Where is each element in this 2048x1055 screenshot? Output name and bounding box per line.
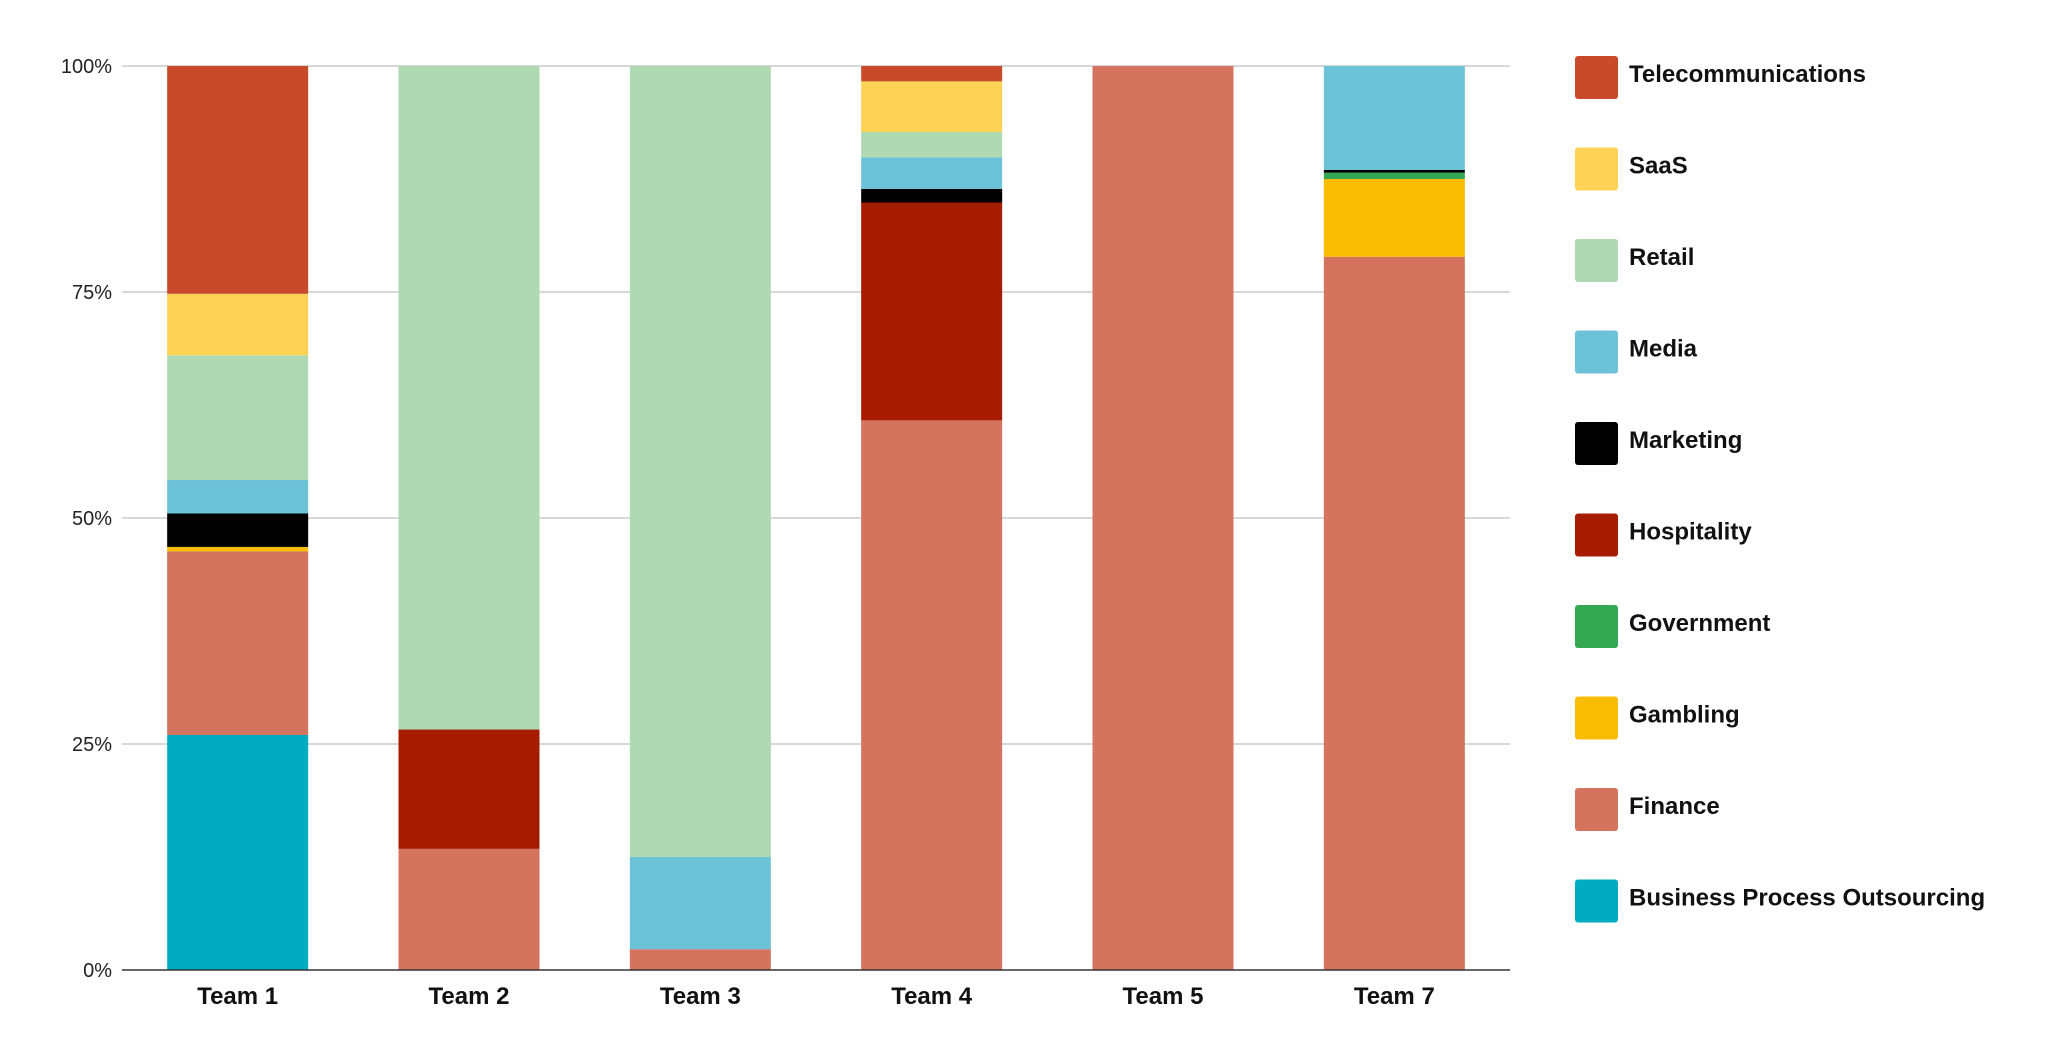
bar-segment bbox=[629, 857, 771, 950]
legend-swatch bbox=[1575, 56, 1618, 99]
legend-label: Gambling bbox=[1629, 702, 1740, 729]
legend-item: Government bbox=[1575, 605, 1770, 648]
x-tick-label: Team 2 bbox=[429, 983, 510, 1010]
bar-segment bbox=[861, 157, 1003, 189]
legend-item: SaaS bbox=[1575, 147, 1688, 191]
bar-segment bbox=[398, 66, 540, 730]
legend-item: Telecommunications bbox=[1575, 56, 1866, 99]
bar-segment bbox=[167, 480, 309, 514]
legend: Telecommunications SaaS Retail Media Marketi… bbox=[1575, 56, 1985, 923]
legend-item: Media bbox=[1575, 330, 1698, 374]
legend-swatch bbox=[1575, 696, 1618, 740]
legend-item: Finance bbox=[1575, 788, 1720, 831]
legend-swatch bbox=[1575, 239, 1618, 282]
bar-segment bbox=[398, 729, 540, 849]
bar-segment bbox=[861, 202, 1003, 421]
bar-segment bbox=[1323, 66, 1465, 170]
bar-segment bbox=[167, 66, 309, 294]
y-tick-label: 0% bbox=[83, 960, 112, 982]
bar-segment bbox=[861, 81, 1003, 132]
legend-swatch bbox=[1575, 513, 1618, 557]
legend-label: Retail bbox=[1629, 244, 1694, 271]
legend-swatch bbox=[1575, 605, 1618, 648]
bar-stack bbox=[629, 66, 771, 970]
x-tick-label: Team 3 bbox=[660, 983, 741, 1010]
bar-segment bbox=[167, 513, 309, 547]
x-tick-label: Team 7 bbox=[1354, 983, 1435, 1010]
legend-swatch bbox=[1575, 422, 1618, 465]
bar-segment bbox=[1092, 66, 1234, 970]
legend-item: Retail bbox=[1575, 239, 1694, 282]
legend-item: Business Process Outsourcing bbox=[1575, 879, 1985, 923]
legend-item: Hospitality bbox=[1575, 513, 1752, 557]
y-tick-label: 50% bbox=[72, 508, 112, 530]
bar-segment bbox=[1323, 256, 1465, 970]
x-tick-label: Team 1 bbox=[197, 983, 278, 1010]
bar-segment bbox=[1323, 172, 1465, 179]
bar-stack bbox=[398, 66, 540, 970]
y-tick-label: 100% bbox=[61, 56, 112, 78]
legend-label: Government bbox=[1629, 610, 1770, 637]
bar-segment bbox=[1323, 179, 1465, 257]
y-axis-ticks: 0% 25% 50% 75% 100% bbox=[61, 56, 112, 982]
x-tick-label: Team 4 bbox=[891, 983, 973, 1010]
y-tick-label: 25% bbox=[72, 734, 112, 756]
bar-stack bbox=[1323, 66, 1465, 970]
legend-label: SaaS bbox=[1629, 153, 1688, 180]
bar-segment bbox=[861, 131, 1003, 158]
bar-segment bbox=[398, 848, 540, 970]
legend-swatch bbox=[1575, 330, 1618, 374]
x-axis-labels: Team 1 Team 2 Team 3 Team 4 Team 5 Team 7 bbox=[197, 983, 1435, 1010]
legend-label: Business Process Outsourcing bbox=[1629, 885, 1985, 912]
bar-stack bbox=[1092, 66, 1234, 970]
legend-item: Marketing bbox=[1575, 422, 1742, 465]
legend-swatch bbox=[1575, 147, 1618, 191]
bar-segment bbox=[167, 734, 309, 970]
bar-segment bbox=[167, 551, 309, 735]
bar-stack bbox=[167, 66, 309, 970]
bar-segment bbox=[861, 66, 1003, 82]
legend-swatch bbox=[1575, 788, 1618, 831]
bar-segment bbox=[861, 420, 1003, 970]
bar-segment bbox=[167, 546, 309, 552]
legend-label: Finance bbox=[1629, 793, 1720, 820]
gridlines bbox=[122, 65, 1510, 745]
bar-segment bbox=[861, 188, 1003, 203]
y-tick-label: 75% bbox=[72, 282, 112, 304]
legend-swatch bbox=[1575, 879, 1618, 923]
legend-label: Marketing bbox=[1629, 427, 1742, 454]
legend-item: Gambling bbox=[1575, 696, 1740, 740]
legend-label: Hospitality bbox=[1629, 519, 1752, 546]
x-tick-label: Team 5 bbox=[1123, 983, 1204, 1010]
bar-segment bbox=[1323, 169, 1465, 173]
bar-segment bbox=[629, 66, 771, 857]
bar-segment bbox=[167, 355, 309, 481]
bar-segment bbox=[629, 949, 771, 970]
legend-label: Telecommunications bbox=[1629, 61, 1866, 88]
legend-label: Media bbox=[1629, 336, 1698, 363]
bar-segment bbox=[167, 293, 309, 356]
bars bbox=[167, 66, 1465, 970]
bar-stack bbox=[861, 66, 1003, 970]
